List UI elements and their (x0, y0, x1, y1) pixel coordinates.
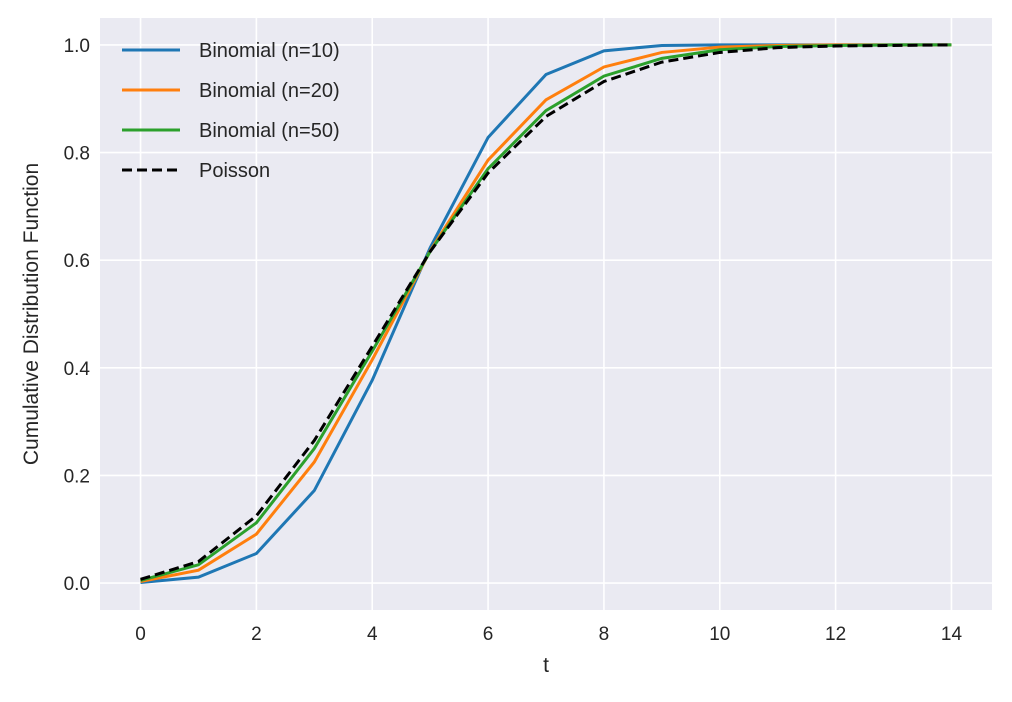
legend-label-poisson: Poisson (199, 160, 270, 182)
legend-label-binomial-n-20: Binomial (n=20) (199, 80, 340, 102)
x-tick-label: 12 (825, 624, 846, 645)
plot-background (100, 18, 992, 610)
y-tick-label: 0.4 (64, 359, 91, 380)
x-axis-label: t (543, 654, 549, 677)
x-tick-label: 8 (599, 624, 610, 645)
x-tick-label: 2 (251, 624, 262, 645)
legend-label-binomial-n-10: Binomial (n=10) (199, 40, 340, 62)
series-line-poisson (140, 43, 952, 581)
y-tick-label: 0.2 (64, 466, 90, 487)
series-lines (140, 43, 952, 585)
tick-labels: 0 2 4 6 8 10 12 14 0.0 0.2 0.4 0.6 0.8 1.0 (64, 36, 963, 645)
x-tick-label: 10 (709, 624, 730, 645)
x-tick-label: 0 (135, 624, 146, 645)
series-line-binomial-n-50 (140, 43, 952, 582)
x-tick-label: 14 (941, 624, 963, 645)
y-axis-label: Cumulative Distribution Function (20, 163, 43, 465)
y-tick-label: 0.0 (64, 574, 90, 595)
y-tick-label: 0.6 (64, 251, 90, 272)
y-tick-label: 1.0 (64, 36, 90, 57)
y-tick-label: 0.8 (64, 144, 90, 165)
legend-label-binomial-n-50: Binomial (n=50) (199, 120, 340, 142)
x-tick-label: 4 (367, 624, 378, 645)
legend: Binomial (n=10) Binomial (n=20) Binomial (… (122, 40, 340, 182)
x-tick-label: 6 (483, 624, 494, 645)
